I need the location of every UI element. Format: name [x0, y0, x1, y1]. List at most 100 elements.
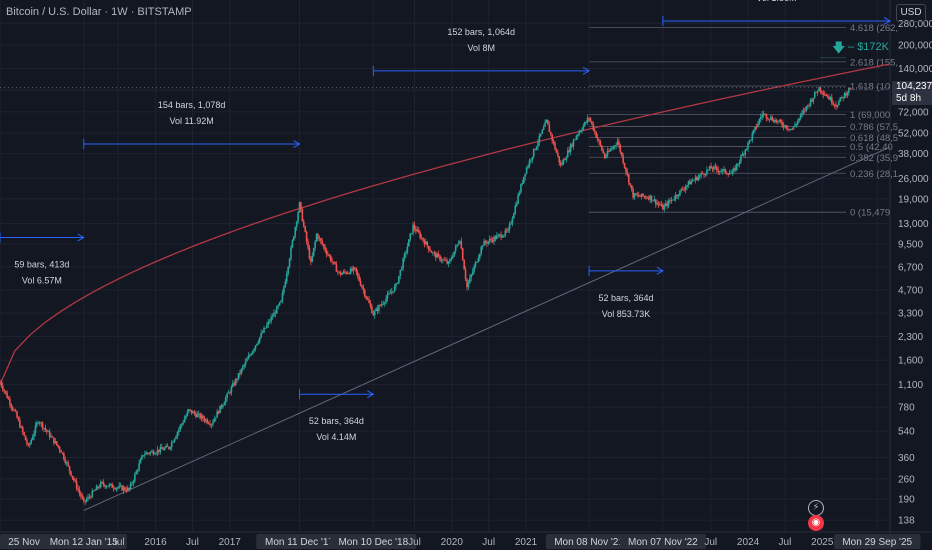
- candle-body: [398, 275, 400, 284]
- candle-body: [508, 224, 511, 230]
- candle-body: [412, 224, 414, 234]
- date-range-volume: Vol 6.57M: [22, 275, 62, 285]
- y-tick-label: 38,000: [898, 149, 929, 160]
- candle-body: [650, 195, 653, 201]
- candle-body: [639, 196, 641, 197]
- candle-body: [815, 92, 817, 93]
- candle-body: [812, 97, 815, 102]
- candle-body: [829, 97, 832, 100]
- candle-body: [230, 386, 233, 393]
- candle-body: [324, 246, 326, 251]
- x-tick-label: 2024: [737, 537, 760, 548]
- candle-body: [589, 118, 592, 122]
- candle-body: [364, 290, 366, 297]
- symbol-title[interactable]: Bitcoin / U.S. Dollar · 1W · BITSTAMP: [6, 6, 192, 18]
- candle-body: [203, 418, 206, 421]
- y-tick-label: 9,500: [898, 240, 923, 251]
- currency-button[interactable]: USD: [896, 4, 926, 22]
- candle-body: [104, 485, 106, 488]
- candle-body: [524, 173, 526, 177]
- candle-body: [11, 407, 14, 410]
- candle-body: [192, 411, 194, 414]
- candle-body: [559, 162, 562, 165]
- candle-body: [301, 209, 304, 222]
- candle-body: [70, 470, 72, 476]
- candle-body: [46, 429, 48, 432]
- candle-body: [23, 432, 25, 436]
- candle-body: [714, 166, 717, 168]
- candle-body: [710, 166, 712, 169]
- candle-body: [403, 253, 406, 259]
- candle-body: [358, 275, 360, 281]
- candle-body: [128, 487, 130, 490]
- candle-body: [156, 449, 159, 453]
- candle-body: [258, 337, 261, 342]
- candle-body: [491, 239, 494, 242]
- candle-body: [393, 286, 396, 292]
- candle-body: [417, 229, 420, 233]
- candle-body: [663, 205, 666, 210]
- candle-body: [278, 302, 281, 306]
- candle-body: [399, 269, 402, 276]
- candle-body: [261, 332, 264, 334]
- candle-body: [131, 483, 133, 485]
- candle-body: [799, 114, 802, 119]
- candle-body: [382, 303, 385, 305]
- candle-body: [117, 487, 119, 489]
- candle-body: [744, 150, 747, 155]
- candle-body: [197, 413, 200, 415]
- candle-body: [368, 299, 370, 304]
- candle-body: [57, 444, 59, 447]
- candle-body: [200, 415, 203, 419]
- candle-body: [308, 247, 311, 259]
- candle-body: [662, 204, 664, 210]
- candle-body: [440, 260, 443, 261]
- y-tick-label: 280,000: [898, 19, 932, 30]
- candle-body: [616, 141, 619, 145]
- candle-body: [717, 169, 720, 172]
- candle-body: [816, 91, 819, 93]
- candle-body: [760, 116, 762, 119]
- candle-body: [473, 266, 475, 272]
- candle-body: [34, 425, 37, 433]
- candle-body: [124, 487, 126, 491]
- fib-level-label: 0.786 (57,5: [850, 122, 898, 133]
- x-tick-highlight: [619, 534, 707, 549]
- alert-icon[interactable]: ⚡: [808, 500, 824, 516]
- candle-body: [329, 256, 332, 261]
- date-range-arrowhead: [367, 390, 375, 399]
- candle-body: [163, 447, 166, 450]
- candle-body: [481, 245, 484, 248]
- candle-body: [210, 424, 213, 426]
- candle-body: [545, 119, 548, 123]
- candle-body: [41, 422, 44, 429]
- candle-body: [442, 259, 444, 261]
- candle-body: [505, 230, 508, 232]
- candle-body: [294, 227, 297, 237]
- candle-body: [94, 490, 96, 491]
- candle-body: [453, 251, 456, 257]
- y-tick-label: 19,000: [898, 194, 929, 205]
- candle-body: [654, 199, 657, 205]
- candle-body: [288, 258, 291, 268]
- candle-body: [423, 240, 426, 245]
- candle-body: [285, 273, 288, 282]
- candle-body: [88, 496, 91, 498]
- candle-body: [81, 496, 84, 499]
- candle-body: [271, 316, 274, 318]
- candle-body: [542, 126, 545, 130]
- candle-body: [620, 152, 623, 156]
- candle-body: [300, 202, 302, 210]
- candle-body: [97, 486, 99, 488]
- x-tick-label: Jul: [779, 537, 792, 548]
- candle-body: [615, 144, 617, 146]
- candle-body: [356, 272, 359, 276]
- candle-body: [842, 97, 844, 99]
- candle-body: [415, 228, 417, 232]
- candle-body: [528, 160, 531, 166]
- record-icon[interactable]: ◉: [808, 515, 824, 531]
- candle-body: [762, 113, 765, 115]
- candle-body: [466, 279, 468, 288]
- candle-body: [243, 364, 245, 367]
